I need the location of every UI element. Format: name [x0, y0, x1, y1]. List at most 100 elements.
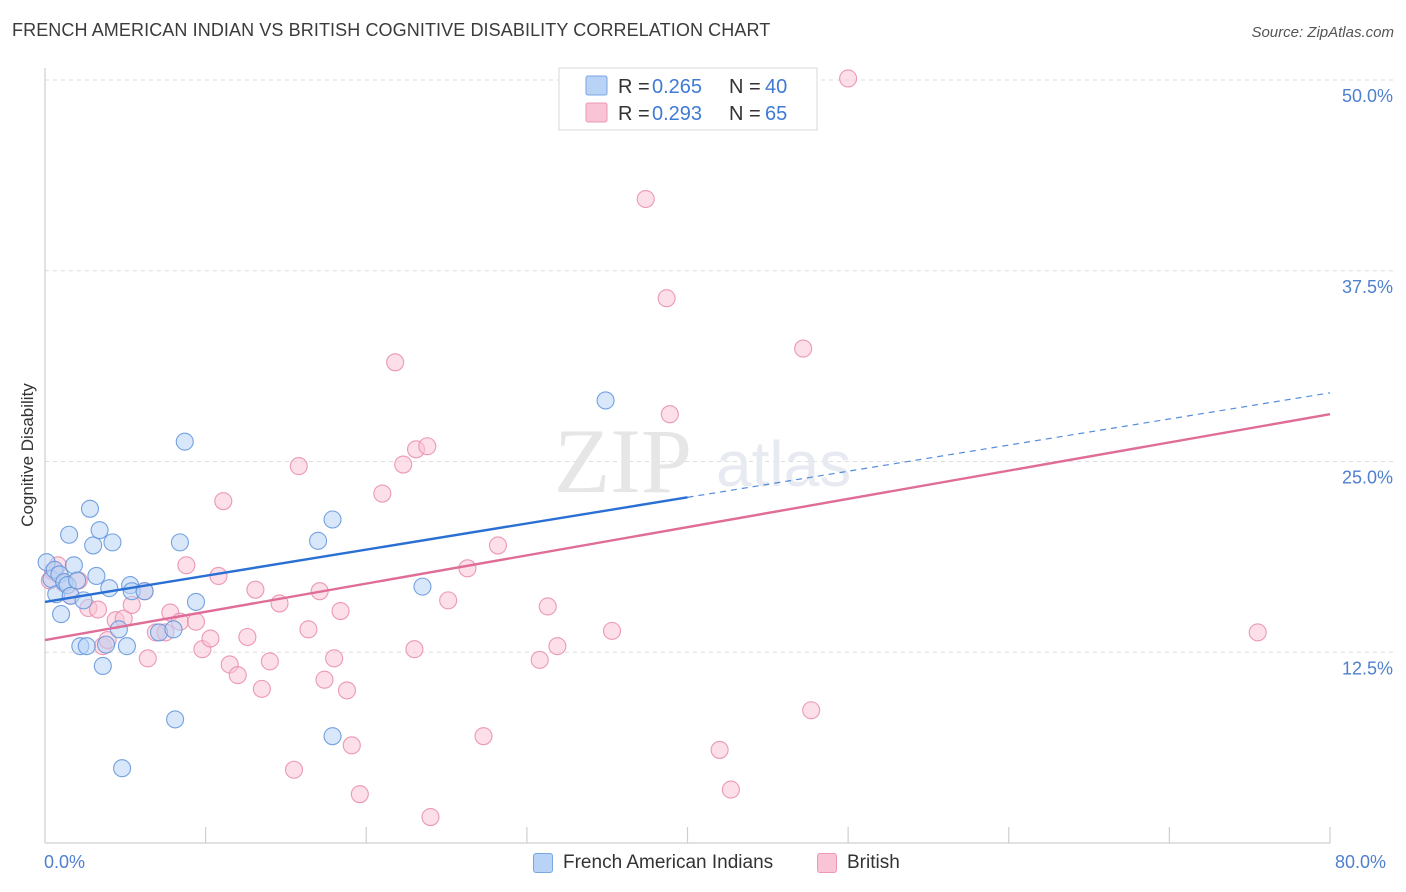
data-point [839, 69, 858, 88]
trend-line-pink [44, 413, 1331, 642]
data-point [342, 736, 361, 755]
data-point [548, 637, 567, 656]
data-point [96, 635, 116, 654]
source-label: Source: ZipAtlas.com [1251, 24, 1394, 41]
data-point [117, 637, 136, 656]
data-point [439, 591, 458, 610]
legend-r-value-1: 0.265 [652, 76, 702, 98]
legend-swatch-blue [585, 75, 608, 96]
data-point [721, 780, 740, 799]
legend-r-value-2: 0.293 [652, 103, 702, 125]
data-point [113, 759, 132, 778]
legend-swatch-british [817, 853, 837, 873]
data-point [418, 437, 437, 456]
grid-lines [45, 79, 1395, 653]
data-point [177, 556, 196, 575]
data-point [1248, 623, 1267, 642]
legend-label-british: British [847, 852, 900, 873]
legend-item-french-american-indians: French American Indians [533, 852, 773, 874]
data-point [413, 577, 432, 596]
y-tick-label: 12.5% [1342, 658, 1393, 678]
data-point [657, 289, 676, 308]
data-point [84, 536, 103, 555]
data-point [373, 484, 392, 503]
data-point [68, 571, 87, 590]
data-point [246, 580, 265, 599]
trend-lines [44, 392, 1331, 642]
data-point [337, 681, 357, 700]
data-point [103, 533, 122, 552]
x-tick-marks [205, 827, 1331, 843]
data-point [201, 629, 220, 648]
data-point [602, 621, 622, 640]
y-tick-label: 37.5% [1342, 277, 1393, 297]
data-point [87, 566, 106, 586]
data-point [538, 597, 557, 616]
data-point [710, 740, 729, 759]
data-point [93, 656, 112, 676]
legend-r-label-2: R = [618, 103, 650, 125]
y-tick-label: 25.0% [1342, 468, 1393, 488]
data-point [80, 499, 100, 518]
y-tick-label: 50.0% [1342, 86, 1393, 106]
legend-label-french-american-indians: French American Indians [563, 852, 774, 873]
data-point [166, 710, 185, 729]
data-point [164, 620, 183, 639]
data-point [394, 455, 413, 474]
series-french-american-indians [37, 391, 615, 778]
legend-n-value-2: 65 [765, 103, 787, 125]
data-point [284, 760, 304, 779]
data-point [175, 432, 194, 451]
data-point [315, 670, 334, 689]
watermark-atlas: atlas [716, 428, 851, 500]
data-point [52, 605, 71, 624]
data-point [386, 353, 405, 372]
data-point [100, 579, 119, 598]
data-point [405, 640, 424, 659]
data-point [228, 666, 247, 685]
data-point [77, 637, 96, 656]
trend-line-blue-dashed [687, 392, 1331, 498]
y-tick-labels: 12.5% 25.0% 37.5% 50.0% [1342, 86, 1393, 678]
data-point [596, 391, 615, 410]
trend-line-blue-solid [44, 496, 688, 604]
data-point [88, 600, 108, 619]
data-point [64, 556, 83, 575]
data-point [209, 566, 228, 586]
legend-swatch-french-american-indians [533, 853, 553, 873]
data-point [299, 620, 318, 639]
data-point [252, 679, 271, 698]
data-point [323, 727, 342, 746]
data-point [186, 592, 206, 611]
data-point [323, 510, 342, 529]
watermark-zip: ZIP [554, 410, 692, 512]
legend-box: R = 0.265 N = 40 R = 0.293 N = 65 [558, 67, 818, 131]
chart-title: FRENCH AMERICAN INDIAN VS BRITISH COGNIT… [12, 20, 771, 40]
data-point [170, 533, 189, 552]
data-point [289, 457, 308, 476]
legend-r-label-1: R = [618, 76, 650, 98]
watermark: ZIP atlas [554, 410, 851, 512]
legend-n-label-1: N = [729, 76, 761, 98]
legend-n-value-1: 40 [765, 76, 787, 98]
data-point [636, 189, 655, 209]
data-point [488, 536, 508, 555]
data-point [90, 521, 109, 540]
data-point [325, 649, 344, 668]
data-point [260, 652, 279, 671]
legend-n-label-2: N = [729, 103, 761, 125]
data-point [214, 492, 233, 511]
data-point [60, 525, 79, 544]
data-point [186, 612, 206, 631]
data-point [802, 701, 821, 720]
data-point [238, 627, 257, 647]
x-tick-label-min: 0.0% [44, 852, 86, 872]
data-point [109, 620, 128, 639]
data-point [309, 531, 328, 550]
data-point [794, 339, 813, 358]
data-point [530, 650, 549, 669]
data-point [331, 601, 350, 621]
data-point [421, 808, 440, 827]
data-point [660, 405, 679, 424]
